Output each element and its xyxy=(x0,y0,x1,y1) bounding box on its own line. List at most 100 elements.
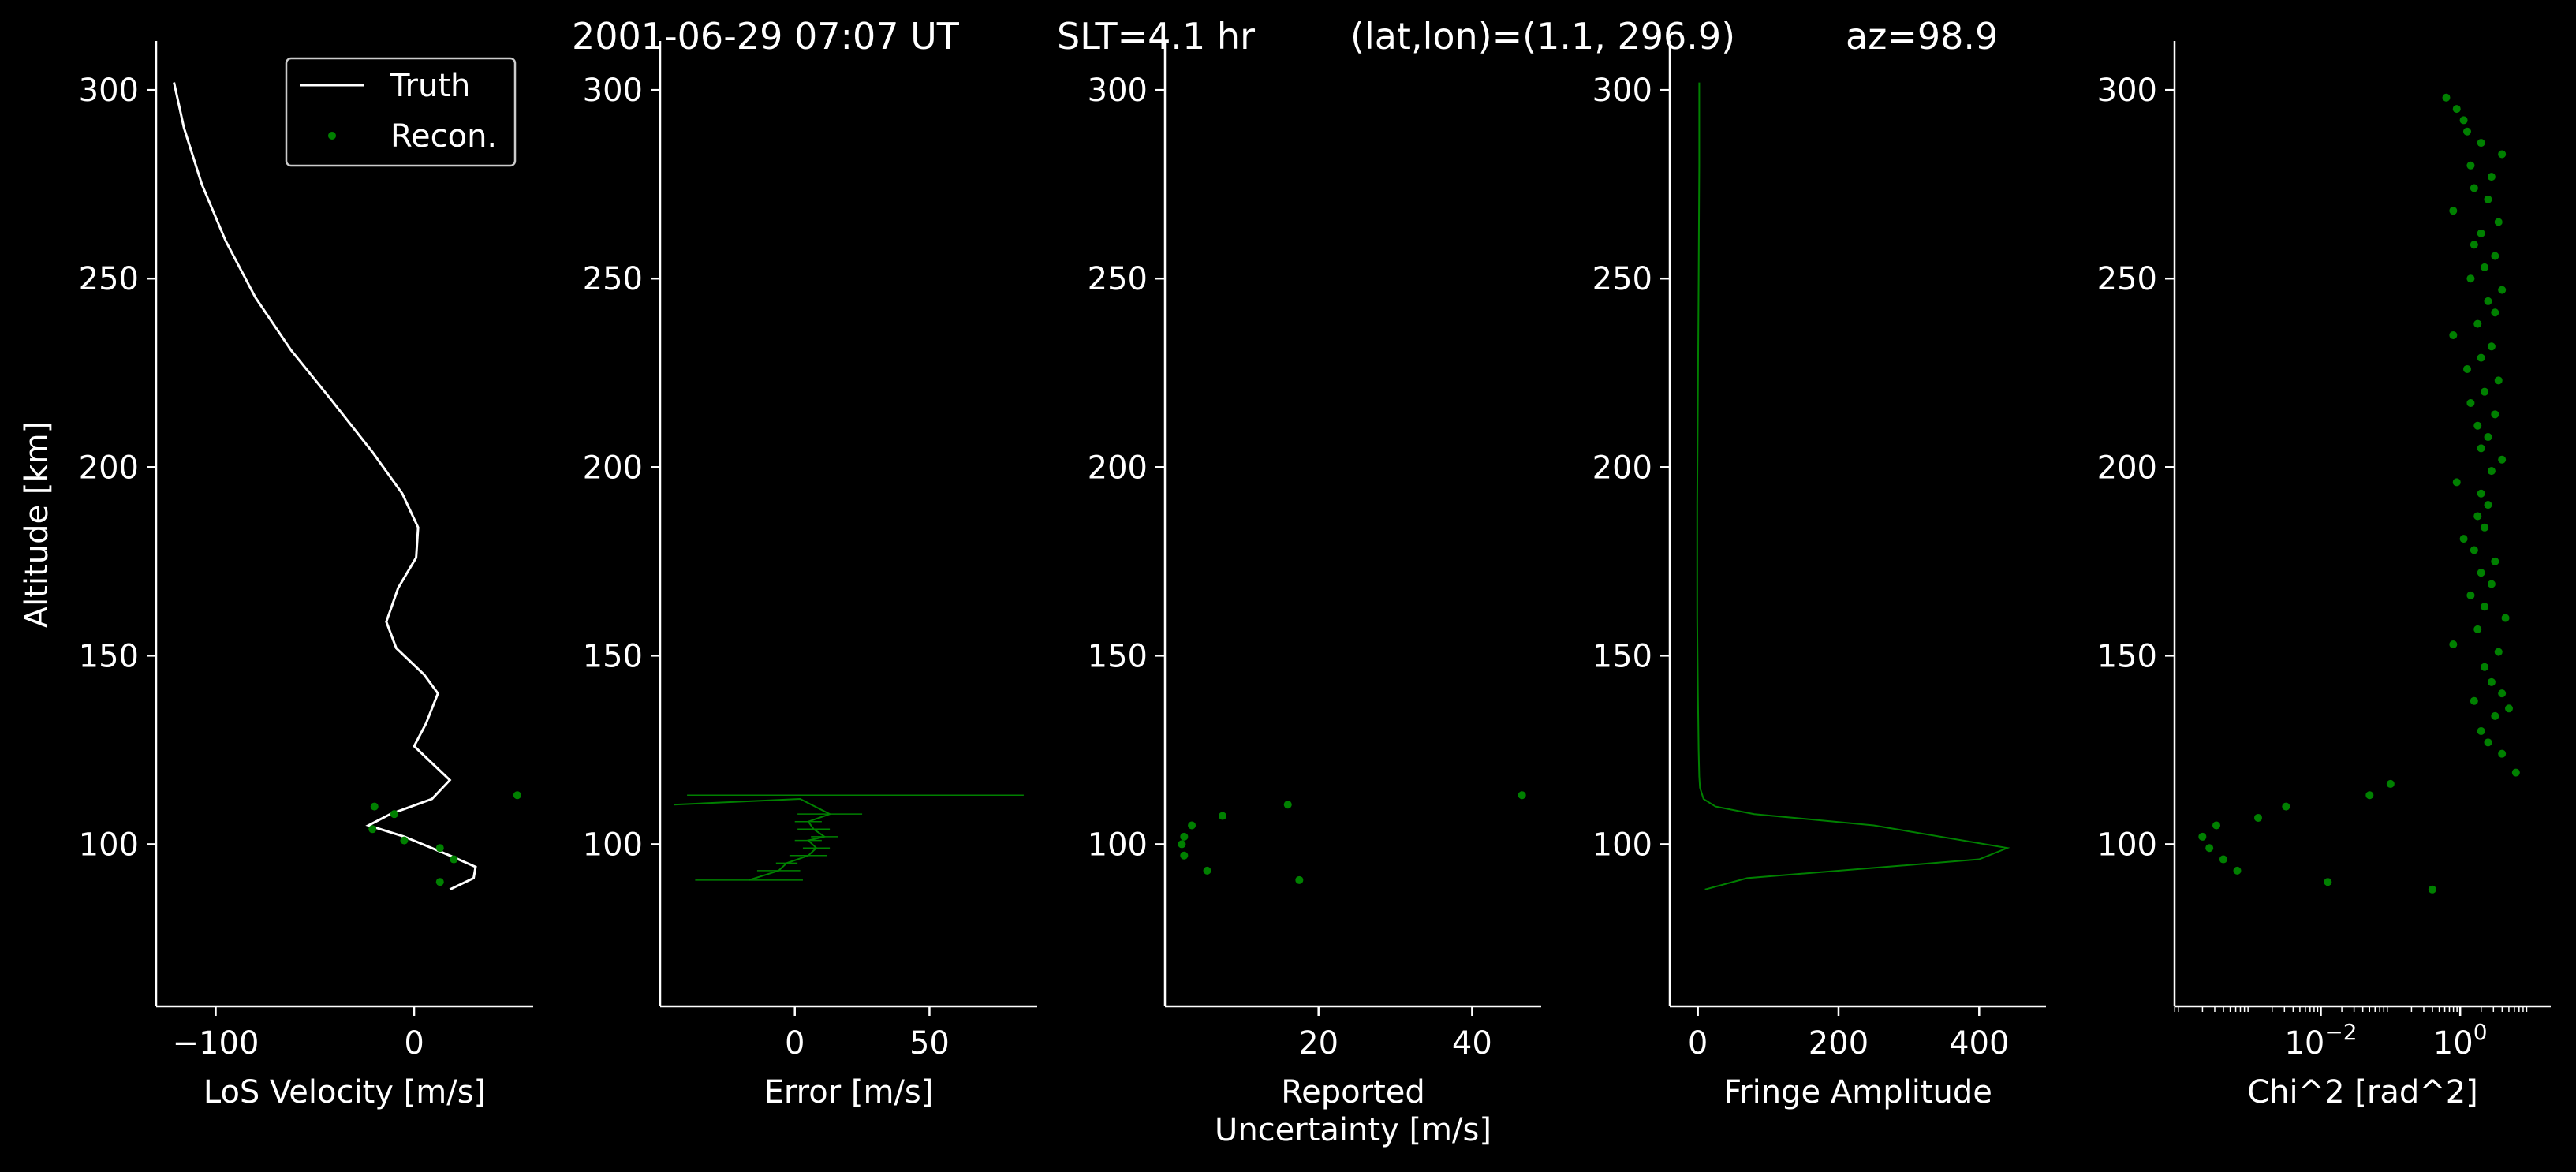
x-tick-label: 50 xyxy=(909,1025,950,1062)
data-point xyxy=(2498,150,2507,159)
data-point xyxy=(1178,840,1186,849)
data-point xyxy=(2484,433,2492,442)
data-point xyxy=(1188,821,1197,830)
data-point xyxy=(2452,105,2461,114)
data-point xyxy=(2481,387,2489,396)
data-point xyxy=(2463,127,2471,136)
data-point xyxy=(2491,308,2499,317)
data-point xyxy=(2473,319,2482,328)
data-point xyxy=(2487,342,2496,351)
data-point xyxy=(2459,535,2468,543)
title-datetime: 2001-06-29 07:07 UT xyxy=(572,15,960,58)
data-point xyxy=(390,810,398,819)
data-point xyxy=(2449,207,2458,215)
x-tick-label: 40 xyxy=(1452,1025,1492,1062)
y-tick-label: 100 xyxy=(79,827,139,863)
data-point xyxy=(2442,93,2451,102)
y-tick-label: 200 xyxy=(1592,450,1652,486)
data-point xyxy=(2494,376,2503,385)
data-point xyxy=(2470,546,2478,554)
title-slt: SLT=4.1 hr xyxy=(1057,15,1255,58)
series-line xyxy=(674,797,832,881)
data-point xyxy=(2484,195,2492,203)
data-point xyxy=(2491,410,2499,419)
y-tick-label: 300 xyxy=(1088,73,1148,109)
data-point xyxy=(2487,677,2496,686)
y-tick-label: 300 xyxy=(583,73,643,109)
y-tick-label: 300 xyxy=(1592,73,1652,109)
data-point xyxy=(370,802,379,811)
y-tick-label: 250 xyxy=(2097,261,2157,297)
x-tick-label: −100 xyxy=(173,1025,259,1062)
data-point xyxy=(2470,696,2478,705)
data-point xyxy=(2487,467,2496,476)
y-tick-label: 150 xyxy=(79,638,139,674)
data-point xyxy=(2481,263,2489,271)
data-point xyxy=(2484,501,2492,509)
data-point xyxy=(2481,663,2489,671)
data-point xyxy=(1203,866,1211,875)
y-tick-label: 250 xyxy=(1592,261,1652,297)
data-point xyxy=(2466,399,2475,407)
y-tick-label: 250 xyxy=(79,261,139,297)
y-tick-label: 150 xyxy=(1592,638,1652,674)
y-tick-label: 200 xyxy=(2097,450,2157,486)
y-tick-label: 250 xyxy=(1088,261,1148,297)
y-tick-label: 300 xyxy=(2097,73,2157,109)
data-point xyxy=(2470,184,2478,192)
data-point xyxy=(2470,241,2478,249)
y-tick-label: 200 xyxy=(583,450,643,486)
title-latlon: (lat,lon)=(1.1, 296.9) xyxy=(1350,15,1735,58)
x-axis-label: Fringe Amplitude xyxy=(1723,1074,1992,1110)
y-tick-label: 150 xyxy=(2097,638,2157,674)
data-point xyxy=(2205,844,2214,853)
y-tick-label: 250 xyxy=(583,261,643,297)
data-point xyxy=(2473,421,2482,430)
data-point xyxy=(2494,648,2503,656)
data-point xyxy=(2466,161,2475,170)
panel-reported-uncertainty: 100 150 200 250 300 20 40 Reported Uncertainty [… xyxy=(1088,41,1541,1148)
data-point xyxy=(435,844,444,853)
data-point xyxy=(2282,802,2290,811)
data-point xyxy=(2491,252,2499,260)
data-point xyxy=(2487,580,2496,588)
data-point xyxy=(2477,229,2485,237)
data-point xyxy=(1518,791,1526,800)
series-line xyxy=(1696,82,2010,890)
y-tick-label: 150 xyxy=(1088,638,1148,674)
y-tick-label: 200 xyxy=(1088,450,1148,486)
data-point xyxy=(1180,832,1189,841)
y-tick-label: 100 xyxy=(1592,827,1652,863)
data-point xyxy=(2365,791,2374,800)
data-point xyxy=(2484,297,2492,305)
data-point xyxy=(2452,478,2461,487)
data-point xyxy=(2428,885,2436,894)
y-tick-label: 150 xyxy=(583,638,643,674)
data-point xyxy=(2466,591,2475,599)
x-tick-label: 20 xyxy=(1298,1025,1338,1062)
data-point xyxy=(2498,455,2507,464)
data-point xyxy=(2491,557,2499,565)
data-point xyxy=(2463,364,2471,373)
x-tick-label: 0 xyxy=(1688,1025,1708,1062)
panel-fringe-amplitude: 100 150 200 250 300 0 200 400 Fringe Amplitude xyxy=(1592,41,2046,1110)
data-point xyxy=(2498,749,2507,758)
panel-los-velocity: 100 150 200 250 300 −100 0 LoS Velocity [m/s] xyxy=(79,41,533,1110)
data-point xyxy=(435,878,444,886)
data-point xyxy=(2487,173,2496,181)
data-point xyxy=(2233,866,2242,875)
data-point xyxy=(2219,855,2227,864)
data-point xyxy=(2449,330,2458,339)
panel-error: 100 150 200 250 300 0 50 Error [m/s] xyxy=(583,41,1037,1110)
data-point xyxy=(2477,726,2485,735)
data-point xyxy=(400,836,409,845)
data-point xyxy=(2477,139,2485,147)
y-tick-label: 100 xyxy=(1088,827,1148,863)
data-point xyxy=(2212,821,2220,830)
data-point xyxy=(2466,274,2475,283)
data-point xyxy=(2477,353,2485,362)
title-azimuth: az=98.9 xyxy=(1846,15,1998,58)
data-point xyxy=(2324,878,2332,886)
